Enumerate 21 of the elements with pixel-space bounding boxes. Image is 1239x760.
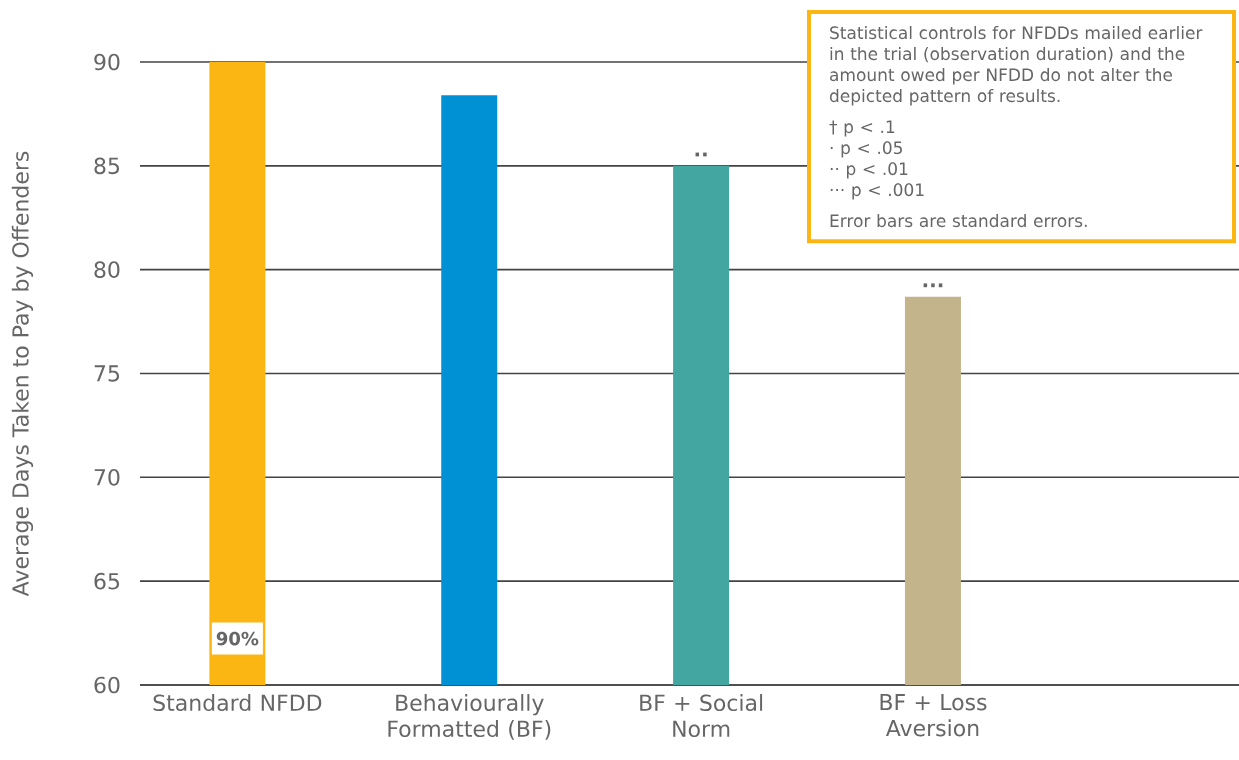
data-label: 90% (216, 631, 259, 646)
annotation: ·· p < .01 (830, 162, 908, 179)
x-tick-label: BF + Loss Aversion (880, 694, 987, 737)
annotation: Statistical controls for NFDDs mailed earlier in the trial (observation duration) and the amount owed per NFDD do not alter the depicted pattern of results. (829, 25, 1203, 106)
x-tick-label: Behaviourally Formatted (BF) (388, 694, 551, 740)
y-tick-label: 75 (94, 365, 120, 382)
y-tick-label: 80 (94, 261, 120, 278)
x-tick-label: BF + Social Norm (640, 694, 763, 738)
y-tick-label: 70 (94, 469, 120, 486)
annotation: ·· (695, 152, 707, 157)
annotation: ··· (923, 283, 943, 288)
annotation: · p < .05 (830, 141, 902, 158)
annotation: ··· p < .001 (830, 183, 924, 200)
y-tick-label: 90 (94, 53, 120, 71)
x-tick-label: Standard NFDD (153, 694, 322, 712)
y-axis-title: Average Days Taken to Pay by Offenders (11, 151, 34, 597)
annotation: Error bars are standard errors. (830, 213, 1087, 228)
y-tick-label: 60 (94, 676, 120, 694)
y-tick-label: 65 (94, 572, 120, 590)
annotation: † p < .1 (829, 120, 895, 137)
y-tick-label: 85 (94, 157, 120, 175)
